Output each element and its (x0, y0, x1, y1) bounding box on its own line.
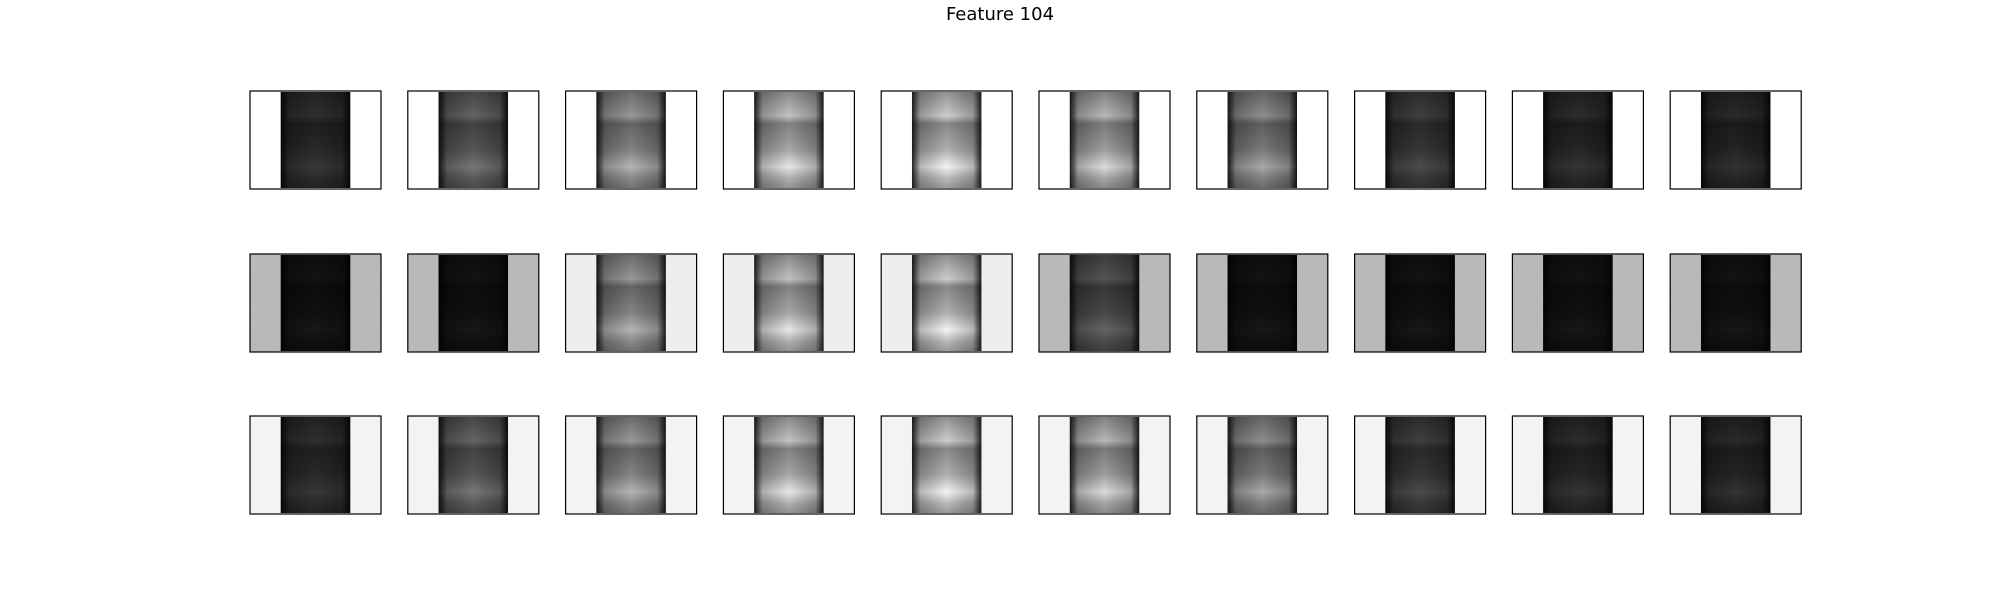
panel-frame (249, 253, 382, 353)
panel-frame (1669, 415, 1802, 515)
panel-frame (1669, 253, 1802, 353)
panel-shade (438, 417, 509, 513)
image-panel (249, 253, 382, 353)
image-panel (249, 90, 382, 190)
panel-frame (1353, 253, 1487, 353)
panel-frame (1511, 253, 1645, 353)
panel-shade (438, 92, 509, 188)
image-panel (1353, 253, 1487, 353)
image-panel (1669, 253, 1802, 353)
panel-frame (564, 253, 698, 353)
panel-shade (596, 92, 666, 188)
image-panel (1038, 415, 1171, 515)
panel-frame (1038, 253, 1171, 353)
image-panel (407, 253, 540, 353)
panel-frame (1196, 253, 1329, 353)
panel-shade (1227, 255, 1298, 351)
panel-shade (1069, 417, 1140, 513)
panel-frame (1353, 90, 1487, 190)
image-panel (1669, 415, 1802, 515)
panel-shade (1700, 417, 1771, 513)
panel-frame (564, 90, 698, 190)
panel-frame (249, 90, 382, 190)
image-panel (722, 415, 856, 515)
panel-frame (722, 253, 856, 353)
panel-frame (880, 415, 1013, 515)
image-panel (1196, 415, 1329, 515)
panel-shade (1227, 417, 1298, 513)
image-panel (407, 90, 540, 190)
panel-shade (1543, 255, 1613, 351)
image-panel (880, 253, 1013, 353)
panel-frame (407, 90, 540, 190)
image-panel (564, 90, 698, 190)
panel-shade (1543, 417, 1613, 513)
image-panel (1511, 90, 1645, 190)
panel-frame (1196, 90, 1329, 190)
panel-shade (1385, 92, 1455, 188)
panel-shade (1069, 255, 1140, 351)
image-panel (1038, 90, 1171, 190)
panel-shade (1700, 255, 1771, 351)
image-panel (1669, 90, 1802, 190)
panel-shade (280, 92, 351, 188)
panel-shade (1385, 255, 1455, 351)
panel-frame (407, 253, 540, 353)
image-panel (1196, 90, 1329, 190)
panel-frame (1038, 90, 1171, 190)
panel-shade (280, 255, 351, 351)
panel-shade (438, 255, 509, 351)
panel-shade (754, 417, 824, 513)
image-panel (722, 253, 856, 353)
panel-frame (1511, 90, 1645, 190)
image-panel (1038, 253, 1171, 353)
image-panel (1196, 253, 1329, 353)
panel-shade (1385, 417, 1455, 513)
image-panel (1511, 253, 1645, 353)
panel-shade (280, 417, 351, 513)
panel-shade (754, 255, 824, 351)
panel-shade (911, 417, 982, 513)
image-panel (564, 415, 698, 515)
panel-shade (911, 255, 982, 351)
panel-frame (880, 253, 1013, 353)
panel-shade (754, 92, 824, 188)
panel-shade (596, 417, 666, 513)
panel-frame (1196, 415, 1329, 515)
image-panel (249, 415, 382, 515)
panel-frame (249, 415, 382, 515)
panel-shade (1069, 92, 1140, 188)
panel-frame (722, 90, 856, 190)
panel-shade (1700, 92, 1771, 188)
panel-frame (880, 90, 1013, 190)
image-panel (880, 90, 1013, 190)
panel-frame (1511, 415, 1645, 515)
panel-frame (1038, 415, 1171, 515)
panel-shade (1543, 92, 1613, 188)
image-panel (407, 415, 540, 515)
panel-shade (1227, 92, 1298, 188)
image-panel (1511, 415, 1645, 515)
panel-frame (1353, 415, 1487, 515)
panel-frame (407, 415, 540, 515)
image-panel (564, 253, 698, 353)
image-panel (722, 90, 856, 190)
figure-title: Feature 104 (946, 4, 1054, 25)
panel-frame (722, 415, 856, 515)
panel-frame (564, 415, 698, 515)
image-panel (880, 415, 1013, 515)
panel-shade (911, 92, 982, 188)
panel-frame (1669, 90, 1802, 190)
image-panel (1353, 90, 1487, 190)
panel-shade (596, 255, 666, 351)
image-panel (1353, 415, 1487, 515)
